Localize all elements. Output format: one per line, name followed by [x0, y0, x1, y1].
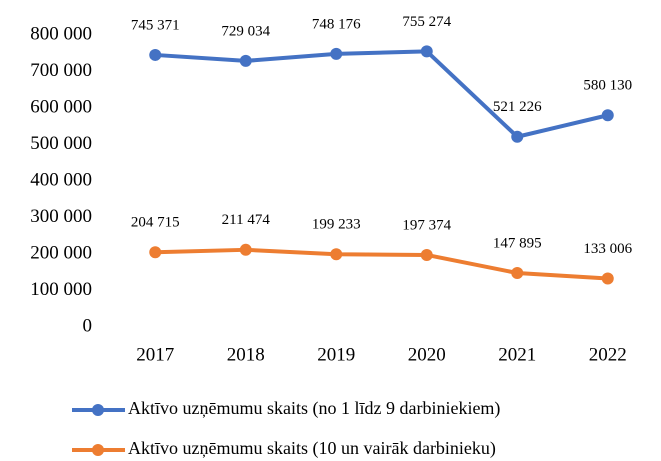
y-tick-label: 700 000	[30, 60, 92, 81]
data-point	[511, 267, 524, 280]
data-label: 521 226	[493, 99, 542, 115]
data-label: 199 233	[312, 217, 361, 233]
data-point	[601, 109, 614, 122]
y-tick-label: 500 000	[30, 133, 92, 154]
y-tick-label: 800 000	[30, 23, 92, 44]
x-tick-label: 2022	[589, 344, 627, 365]
y-tick-label: 600 000	[30, 96, 92, 117]
x-tick-label: 2021	[498, 344, 536, 365]
data-label: 755 274	[402, 14, 451, 30]
series-line	[155, 49, 609, 139]
data-point	[149, 246, 162, 259]
data-point	[149, 48, 162, 61]
data-label: 748 176	[312, 16, 361, 32]
y-tick-label: 300 000	[30, 206, 92, 227]
data-point	[330, 47, 343, 60]
data-point	[420, 45, 433, 58]
data-label: 147 895	[493, 235, 542, 251]
data-label: 197 374	[402, 217, 451, 233]
y-tick-label: 400 000	[30, 169, 92, 190]
data-label: 204 715	[131, 215, 180, 231]
data-point	[330, 248, 343, 261]
x-tick-label: 2020	[408, 344, 446, 365]
y-tick-label: 0	[83, 315, 93, 336]
legend-marker	[92, 404, 104, 416]
legend-marker	[92, 444, 104, 456]
data-label: 580 130	[583, 78, 632, 94]
data-label: 211 474	[222, 212, 271, 228]
data-point	[420, 248, 433, 261]
x-tick-label: 2018	[227, 344, 265, 365]
legend-label: Aktīvo uzņēmumu skaits (no 1 līdz 9 darb…	[128, 398, 500, 419]
y-tick-label: 100 000	[30, 279, 92, 300]
data-point	[239, 54, 252, 67]
x-tick-label: 2017	[136, 344, 174, 365]
data-point	[511, 130, 524, 143]
legend-label: Aktīvo uzņēmumu skaits (10 un vairāk dar…	[128, 438, 496, 459]
series-line	[155, 247, 608, 281]
data-label: 745 371	[131, 17, 180, 33]
x-tick-label: 2019	[317, 344, 355, 365]
data-point	[239, 243, 252, 256]
data-label: 729 034	[221, 23, 270, 39]
data-label: 133 006	[583, 241, 632, 257]
data-point	[601, 272, 614, 285]
y-tick-label: 200 000	[30, 242, 92, 263]
